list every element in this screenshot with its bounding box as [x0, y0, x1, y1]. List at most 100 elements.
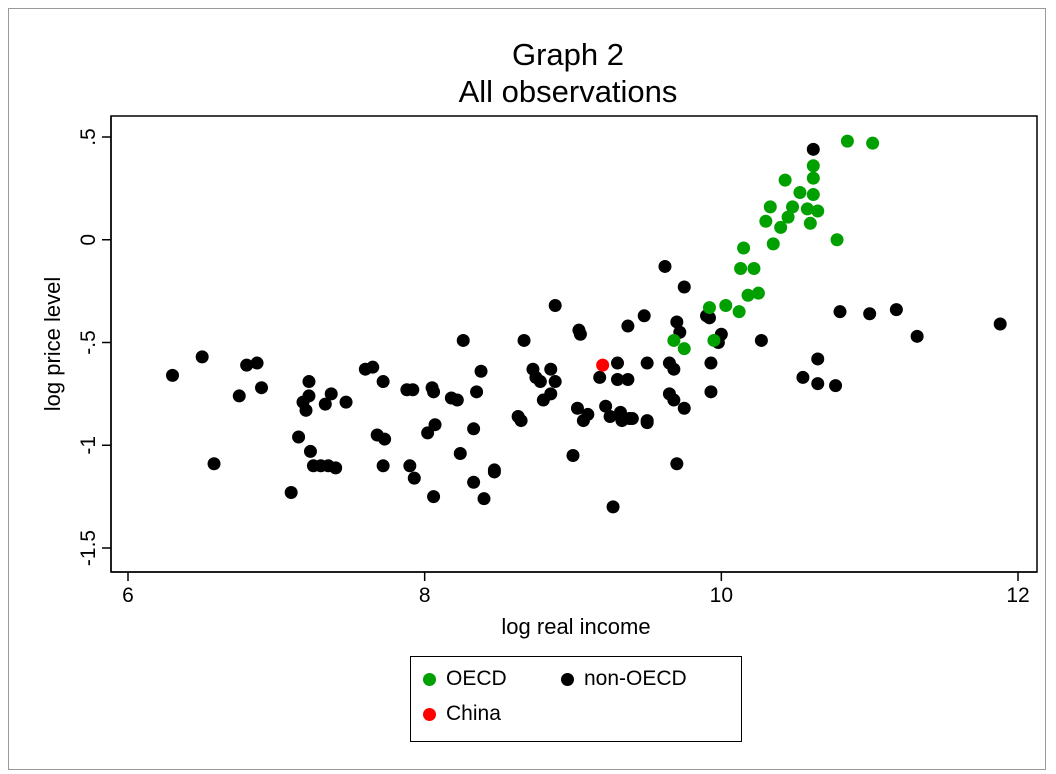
data-point [704, 385, 718, 399]
y-tick-label: 0 [77, 234, 100, 246]
data-point [599, 399, 613, 413]
x-tick-label: 12 [1006, 584, 1029, 607]
data-point [658, 259, 672, 273]
data-point [366, 360, 380, 374]
data-point [302, 389, 316, 403]
data-point [751, 286, 765, 300]
data-point [573, 327, 587, 341]
data-point [778, 173, 792, 187]
data-point [570, 401, 584, 415]
data-point [427, 490, 441, 504]
data-point [806, 171, 820, 185]
data-point [719, 299, 733, 313]
data-point [803, 216, 817, 230]
data-point [829, 379, 843, 393]
data-point [796, 370, 810, 384]
data-point [548, 375, 562, 389]
data-point [324, 387, 338, 401]
data-point [517, 333, 531, 347]
data-point [625, 412, 639, 426]
data-point [376, 459, 390, 473]
data-point [566, 449, 580, 463]
data-point [428, 418, 442, 432]
data-point [544, 362, 558, 376]
data-point [889, 303, 903, 317]
data-point [677, 342, 691, 356]
data-point [670, 315, 684, 329]
data-point [806, 188, 820, 202]
data-point [993, 317, 1007, 331]
data-point [811, 204, 825, 218]
data-point [640, 416, 654, 430]
y-axis-label: log price level [40, 277, 65, 412]
data-point [299, 403, 313, 417]
x-axis-ticks: 6 8 10 12 [122, 572, 1030, 607]
data-point [611, 372, 624, 386]
y-axis-ticks: -1.5 -1 -.5 0 .5 [77, 128, 111, 566]
data-point [477, 492, 491, 506]
data-point [734, 262, 748, 276]
plot-area [110, 115, 1038, 573]
data-point [406, 383, 420, 397]
data-point [754, 333, 768, 347]
data-point [596, 358, 610, 372]
data-point [611, 356, 624, 370]
data-point [806, 159, 820, 173]
data-point [667, 393, 681, 407]
data-point [640, 356, 654, 370]
data-point [866, 136, 880, 150]
data-point [840, 134, 854, 148]
data-point [339, 395, 353, 409]
data-point [863, 307, 877, 321]
data-point [707, 333, 721, 347]
data-point [403, 459, 417, 473]
x-tick-label: 10 [710, 584, 733, 607]
data-point [284, 486, 298, 500]
x-tick-label: 6 [122, 584, 134, 607]
data-points [166, 134, 1007, 514]
data-point [318, 397, 332, 411]
data-point [621, 319, 635, 333]
y-tick-label: .5 [77, 128, 100, 146]
data-point [811, 352, 825, 366]
data-point [376, 375, 390, 389]
data-point [781, 210, 795, 224]
data-point [533, 375, 547, 389]
data-point [329, 461, 343, 475]
data-point [763, 200, 777, 214]
data-point [759, 214, 773, 228]
y-tick-label: -1 [77, 436, 100, 455]
legend-marker-china [423, 707, 436, 721]
data-point [544, 387, 558, 401]
data-point [302, 375, 316, 389]
data-point [833, 305, 847, 319]
data-point [166, 368, 179, 382]
legend-item-china: China [423, 702, 501, 726]
data-point [793, 185, 807, 199]
data-point [830, 233, 844, 247]
legend-label-china: China [446, 702, 501, 725]
data-point [910, 329, 924, 343]
data-point [702, 311, 716, 325]
data-point [255, 381, 268, 395]
data-point [470, 385, 484, 399]
data-point [407, 471, 421, 485]
x-tick-label: 8 [419, 584, 431, 607]
data-point [207, 457, 221, 471]
data-point [378, 432, 392, 446]
legend-item-non-oecd: non-OECD [561, 667, 687, 691]
data-point [456, 333, 470, 347]
y-tick-label: -.5 [77, 330, 100, 355]
data-point [637, 309, 651, 323]
data-point [603, 409, 617, 423]
data-point [606, 500, 620, 514]
data-point [581, 407, 595, 421]
data-point [487, 463, 501, 477]
data-point [232, 389, 246, 403]
data-point [774, 220, 788, 234]
data-point [467, 422, 481, 436]
data-point [292, 430, 306, 444]
data-point [667, 333, 681, 347]
data-point [747, 262, 761, 276]
